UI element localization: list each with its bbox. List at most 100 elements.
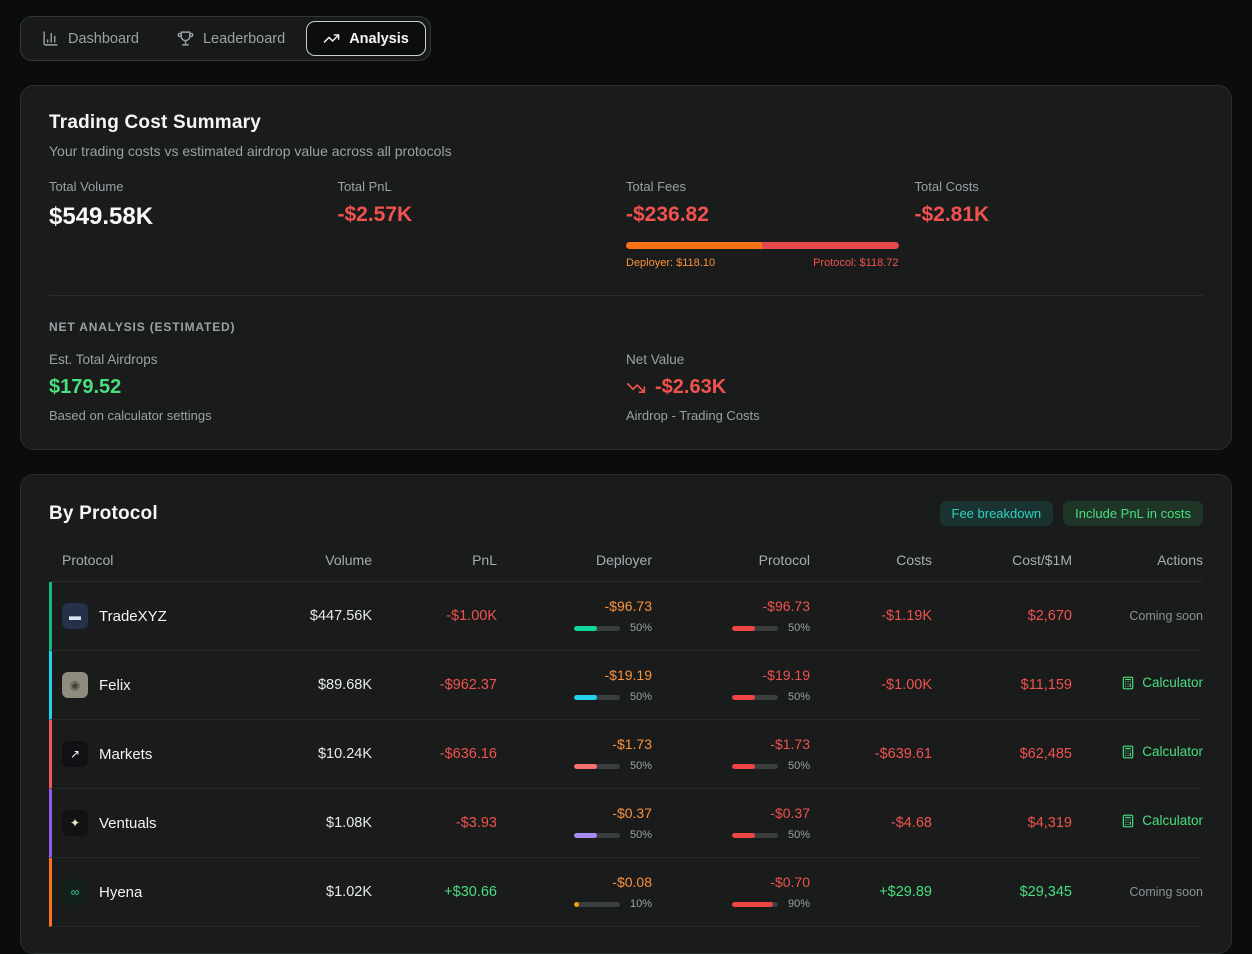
- calculator-button[interactable]: Calculator: [1121, 744, 1203, 759]
- tab-bar: Dashboard Leaderboard Analysis: [20, 16, 431, 61]
- col-costs: Costs: [896, 552, 932, 568]
- calculator-button[interactable]: Calculator: [1121, 813, 1203, 828]
- deployer-fee-value: -$0.08: [612, 874, 652, 890]
- calculator-label: Calculator: [1142, 675, 1203, 691]
- actions-cell: Coming soon: [1072, 883, 1203, 901]
- pnl-cell: -$1.00K: [446, 608, 497, 624]
- deployer-fee-bar: [574, 625, 620, 631]
- net-value: -$2.63K: [626, 376, 1203, 399]
- protocol-table: Protocol Volume PnL Deployer Protocol Co…: [49, 540, 1203, 927]
- deployer-fee-bar-fill: [574, 901, 579, 907]
- deployer-fee-bar-fill: [574, 763, 597, 769]
- protocol-name: Markets: [99, 745, 153, 763]
- tab-leaderboard[interactable]: Leaderboard: [160, 21, 302, 56]
- stat-value: -$2.81K: [914, 203, 990, 226]
- protocol-fee-bar-fill: [732, 832, 755, 838]
- calculator-label: Calculator: [1142, 813, 1203, 829]
- deployer-fee-bar: [574, 832, 620, 838]
- pnl-cell: -$3.93: [455, 815, 497, 831]
- protocol-fee-pct: 50%: [787, 760, 810, 772]
- deployer-fee-pct: 50%: [629, 829, 652, 841]
- actions-cell: Coming soon: [1072, 607, 1203, 625]
- bar-chart-icon: [43, 31, 58, 46]
- protocol-fee-pct: 50%: [787, 691, 810, 703]
- fee-bar-deployer-segment: [626, 242, 763, 249]
- tab-dashboard[interactable]: Dashboard: [25, 21, 156, 56]
- deployer-fee-pct: 50%: [629, 760, 652, 772]
- deployer-fee-bar-fill: [574, 625, 597, 631]
- pnl-cell: -$962.37: [439, 677, 497, 693]
- col-protocol-fee: Protocol: [758, 552, 810, 568]
- calculator-button[interactable]: Calculator: [1121, 675, 1203, 690]
- deployer-fee-bar-fill: [574, 694, 597, 700]
- include-pnl-toggle[interactable]: Include PnL in costs: [1063, 501, 1203, 526]
- deployer-fee-cell: -$0.37 50%: [497, 805, 652, 841]
- calculator-icon: [1122, 814, 1134, 828]
- stat-label: Total Volume: [49, 179, 124, 194]
- fee-split-labels: Deployer: $118.10 Protocol: $118.72: [626, 257, 899, 269]
- protocol-fee-cell: -$0.37 50%: [652, 805, 810, 841]
- protocol-cell: ◉ Felix: [62, 672, 257, 698]
- deployer-fee-cell: -$96.73 50%: [497, 598, 652, 634]
- deployer-fee-bar: [574, 763, 620, 769]
- deployer-fee-bar: [574, 901, 620, 907]
- deployer-fee-value: -$0.37: [612, 805, 652, 821]
- protocol-fee-cell: -$19.19 50%: [652, 667, 810, 703]
- stat-label: Total Costs: [914, 179, 979, 194]
- stat-value: -$2.57K: [337, 203, 413, 226]
- protocol-fee-bar-fill: [732, 625, 755, 631]
- protocol-fee-bar: [732, 763, 778, 769]
- cost-per-1m-cell: $11,159: [1020, 677, 1072, 693]
- col-protocol: Protocol: [62, 552, 114, 568]
- airdrops-value: $179.52: [49, 376, 122, 398]
- actions-cell: Calculator: [1072, 813, 1203, 833]
- stat-total-costs: Total Costs -$2.81K: [915, 179, 1204, 269]
- protocol-fee-bar-fill: [732, 763, 755, 769]
- col-actions: Actions: [1157, 552, 1203, 568]
- trophy-icon: [177, 31, 194, 46]
- protocol-name: TradeXYZ: [99, 607, 167, 625]
- by-protocol-card: By Protocol Fee breakdown Include PnL in…: [20, 474, 1232, 954]
- protocol-fee-bar-fill: [732, 694, 755, 700]
- volume-cell: $447.56K: [309, 608, 372, 624]
- actions-cell: Calculator: [1072, 675, 1203, 695]
- by-protocol-badges: Fee breakdown Include PnL in costs: [939, 501, 1203, 526]
- fee-bar-protocol-segment: [762, 242, 899, 249]
- cost-per-1m-cell: $29,345: [1019, 884, 1072, 900]
- protocol-fee-bar: [732, 625, 778, 631]
- protocol-fee-value: -$19.19: [762, 667, 810, 683]
- protocol-name: Ventuals: [99, 814, 157, 832]
- table-row: ◉ Felix $89.68K -$962.37 -$19.19 50% -$1…: [49, 651, 1203, 720]
- costs-cell: -$1.19K: [881, 608, 932, 624]
- protocol-fee-cell: -$96.73 50%: [652, 598, 810, 634]
- trending-up-icon: [323, 34, 340, 43]
- deployer-fee-cell: -$0.08 10%: [497, 874, 652, 910]
- protocol-cell: ▬ TradeXYZ: [62, 603, 257, 629]
- fee-breakdown-toggle[interactable]: Fee breakdown: [939, 501, 1054, 526]
- protocol-cell: ↗ Markets: [62, 741, 257, 767]
- costs-cell: +$29.89: [879, 884, 932, 900]
- net-value-label: Net Value: [626, 352, 685, 367]
- protocol-fee-value: -$0.70: [770, 874, 810, 890]
- est-total-airdrops: Est. Total Airdrops $179.52 Based on cal…: [49, 352, 626, 423]
- deployer-fee-value: -$1.73: [612, 736, 652, 752]
- stat-value: $549.58K: [49, 203, 154, 230]
- protocol-fee-bar: [732, 901, 778, 907]
- volume-cell: $1.08K: [326, 815, 372, 831]
- protocol-fee-value: -$96.73: [762, 598, 810, 614]
- calculator-icon: [1122, 745, 1134, 759]
- summary-divider: [49, 295, 1203, 296]
- hyena-logo-icon: ∞: [62, 879, 88, 905]
- markets-logo-icon: ↗: [62, 741, 88, 767]
- table-row: ↗ Markets $10.24K -$636.16 -$1.73 50% -$…: [49, 720, 1203, 789]
- protocol-name: Hyena: [99, 883, 143, 901]
- protocol-fee-pct: 50%: [787, 829, 810, 841]
- deployer-fee-value: -$19.19: [604, 667, 652, 683]
- summary-stats: Total Volume $549.58K Total PnL -$2.57K …: [49, 179, 1203, 269]
- protocol-fee-label: Protocol: $118.72: [813, 257, 899, 269]
- col-volume: Volume: [325, 552, 372, 568]
- tab-analysis[interactable]: Analysis: [306, 21, 426, 56]
- trading-cost-summary-card: Trading Cost Summary Your trading costs …: [20, 85, 1232, 450]
- actions-cell: Calculator: [1072, 744, 1203, 764]
- net-value-block: Net Value -$2.63K Airdrop - Trading Cost…: [626, 352, 1203, 423]
